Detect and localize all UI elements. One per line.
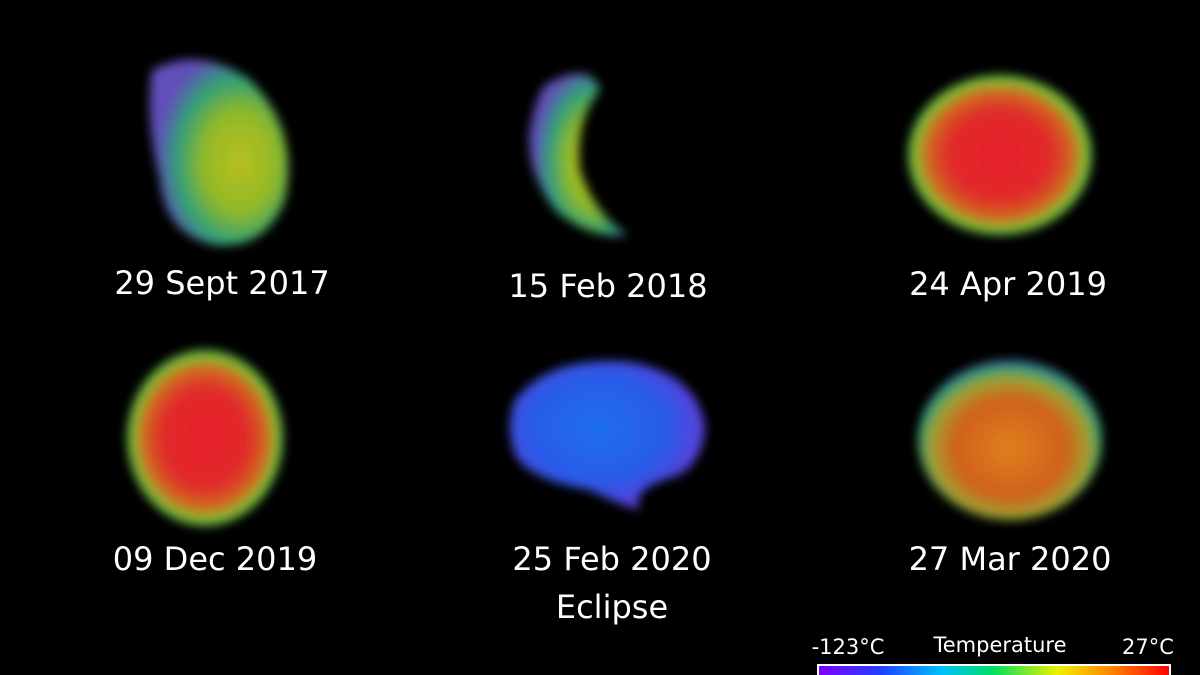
moon-image <box>149 59 289 246</box>
color-bar <box>817 664 1171 675</box>
moon-image <box>908 75 1092 235</box>
moon-image <box>510 361 705 510</box>
moon-image <box>127 350 283 526</box>
moon-image <box>529 73 628 236</box>
date-label: 25 Feb 2020 <box>512 540 711 578</box>
legend-title: Temperature <box>932 633 1066 657</box>
date-label: 27 Mar 2020 <box>909 540 1112 578</box>
legend-max: 27°C <box>1122 635 1174 659</box>
date-label: 24 Apr 2019 <box>909 265 1107 303</box>
date-label: 09 Dec 2019 <box>113 540 317 578</box>
legend-min: -123°C <box>812 635 885 659</box>
panel-note: Eclipse <box>556 588 668 626</box>
date-label: 15 Feb 2018 <box>508 267 707 305</box>
moon-image <box>918 360 1102 520</box>
moon-images <box>127 59 1102 526</box>
date-label: 29 Sept 2017 <box>114 264 329 302</box>
